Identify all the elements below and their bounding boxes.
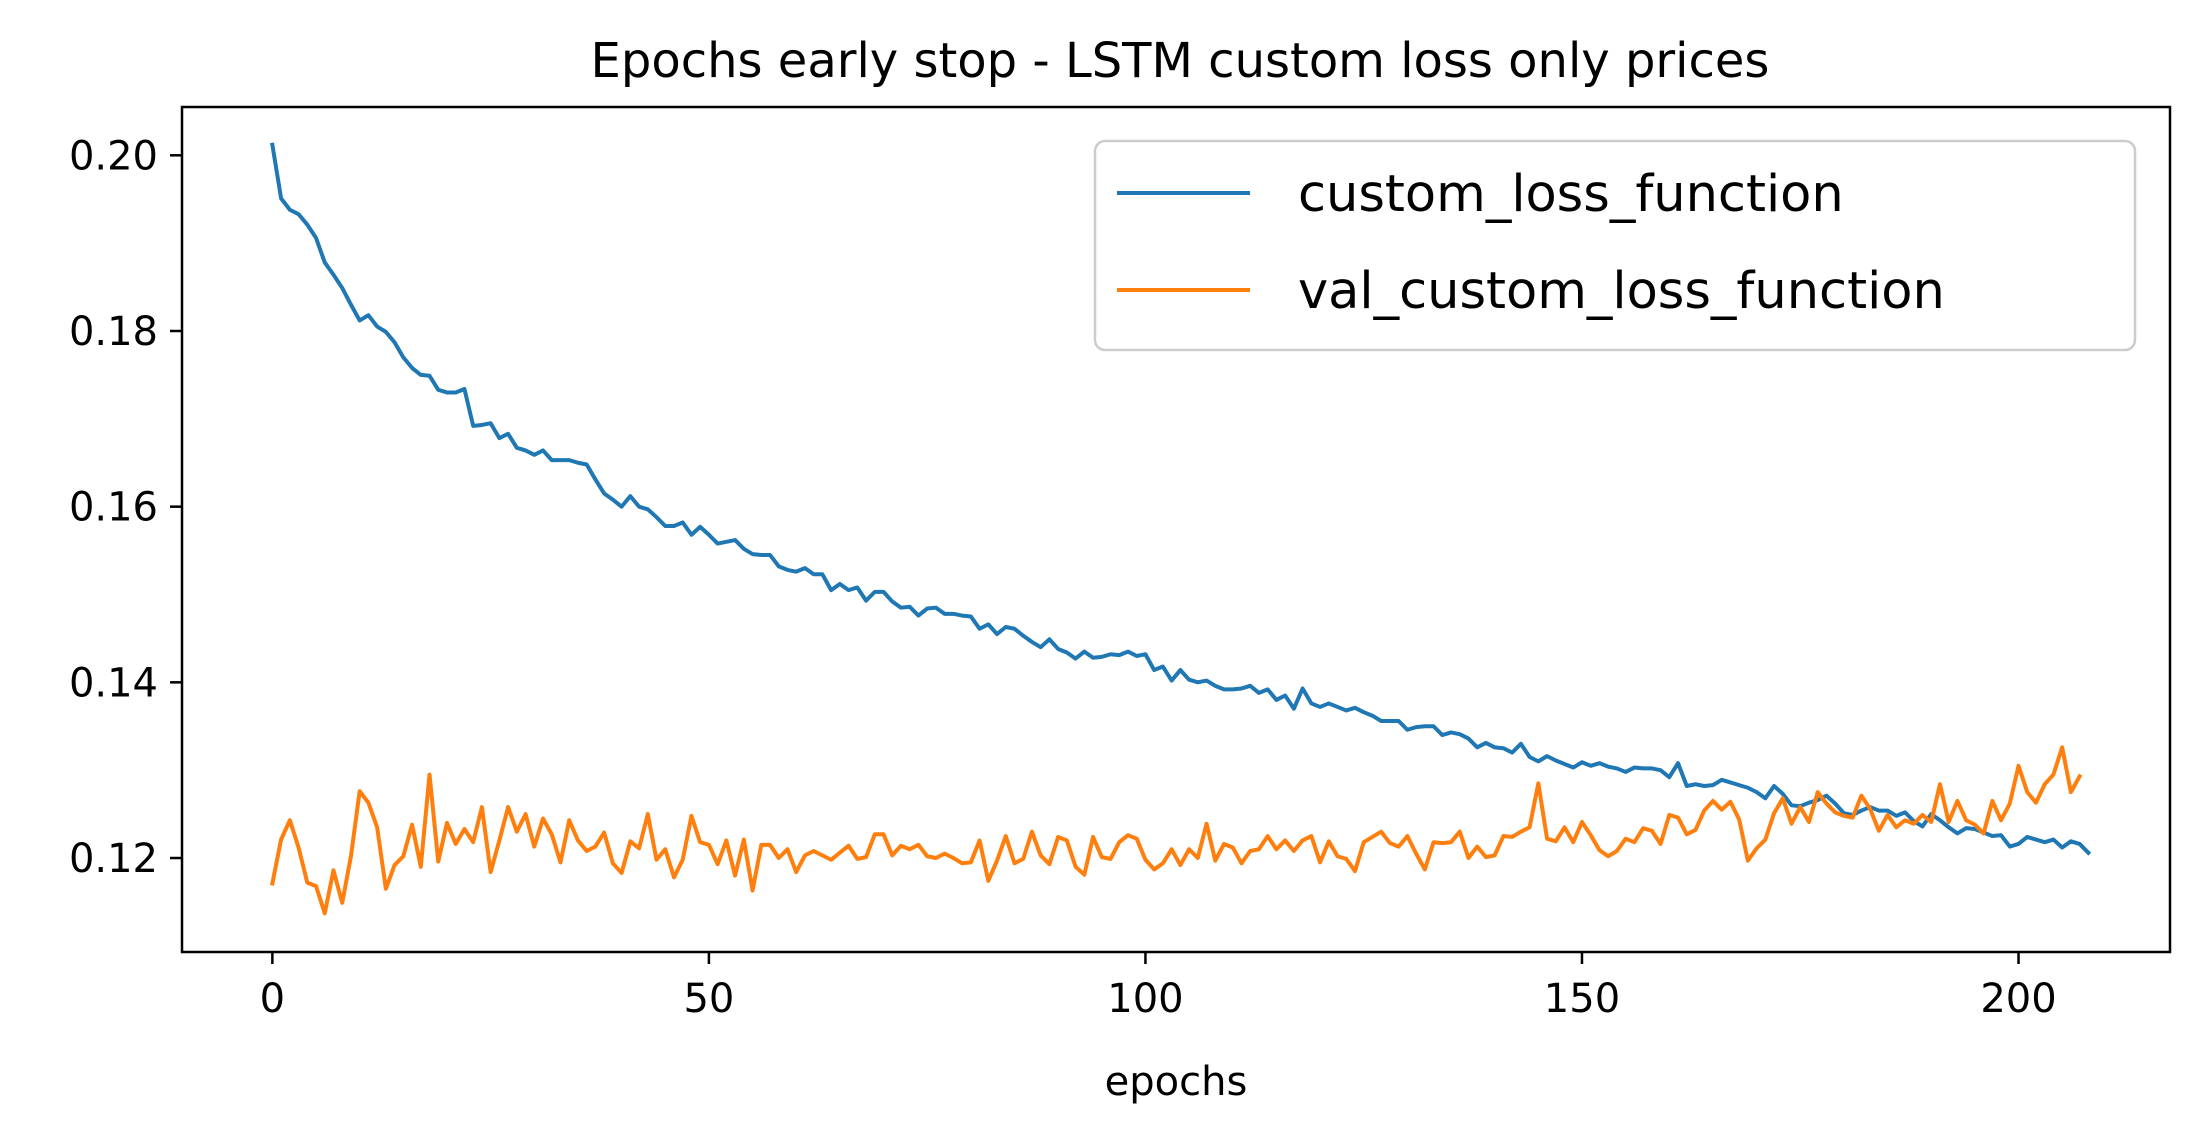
- y-axis: 0.12 0.14 0.16 0.18 0.20: [69, 133, 182, 882]
- x-axis: 0 50 100 150 200: [260, 952, 2057, 1022]
- legend-label-val-custom-loss-function: val_custom_loss_function: [1298, 262, 1945, 321]
- legend-label-custom-loss-function: custom_loss_function: [1298, 165, 1844, 224]
- y-tick-label: 0.18: [69, 309, 158, 355]
- y-tick-label: 0.20: [69, 133, 158, 179]
- x-tick-label: 150: [1544, 976, 1620, 1022]
- y-tick-label: 0.12: [69, 836, 158, 882]
- x-tick-label: 200: [1980, 976, 2056, 1022]
- legend: custom_loss_function val_custom_loss_fun…: [1093, 139, 2137, 352]
- x-tick-label: 50: [683, 976, 734, 1022]
- x-axis-label: epochs: [1105, 1059, 1248, 1105]
- y-tick-label: 0.16: [69, 485, 158, 531]
- series-line-val-custom-loss-function: [270, 745, 2083, 916]
- legend-box: [1093, 139, 2137, 352]
- chart-title: Epochs early stop - LSTM custom loss onl…: [591, 33, 1770, 89]
- x-tick-label: 0: [260, 976, 285, 1022]
- plot-area-frame: [180, 105, 2172, 954]
- series-line-custom-loss-function: [270, 142, 2092, 856]
- y-tick-label: 0.14: [69, 660, 158, 706]
- series-layer: [270, 142, 2092, 916]
- x-tick-label: 100: [1107, 976, 1183, 1022]
